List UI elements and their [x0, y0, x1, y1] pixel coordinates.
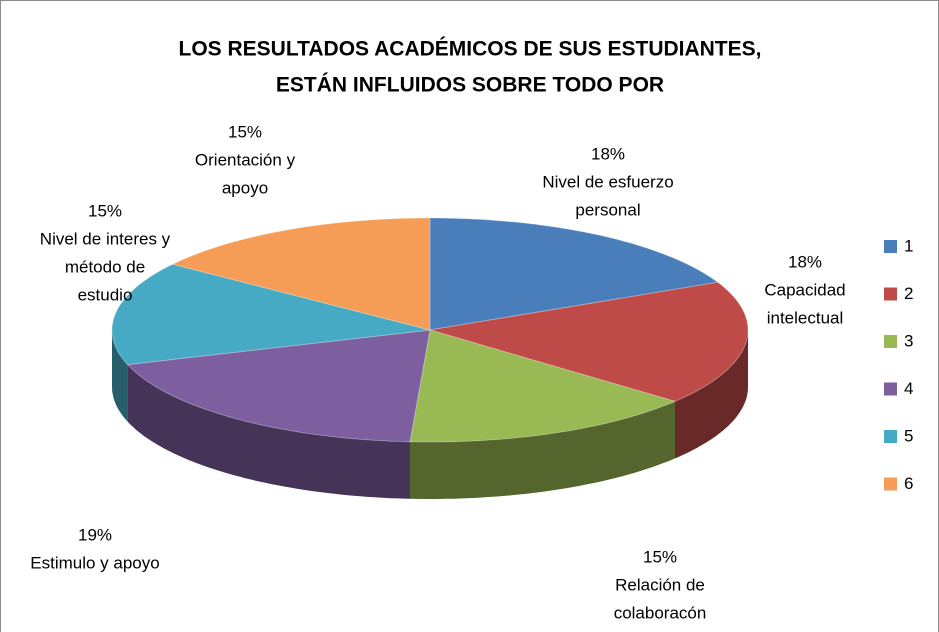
data-label-name: Nivel de esfuerzo — [542, 172, 673, 191]
slice — [429, 217, 719, 331]
slice-side — [112, 330, 128, 422]
data-label-value: 18% — [591, 144, 625, 163]
legend-label: 2 — [904, 284, 913, 303]
data-label-name: intelectual — [767, 308, 844, 327]
slice-side — [127, 364, 410, 499]
data-label-name: estudio — [78, 285, 133, 304]
data-label-value: 19% — [78, 525, 112, 544]
slice — [111, 263, 431, 366]
slice — [409, 329, 677, 443]
data-label-value: 15% — [228, 122, 262, 141]
data-label-name: Capacidad — [764, 280, 845, 299]
slice — [126, 329, 431, 443]
data-label-name: apoyo — [222, 178, 268, 197]
data-label-name: Estimulo y apoyo — [30, 553, 159, 572]
data-label-name: Orientación y — [195, 150, 296, 169]
chart-title: LOS RESULTADOS ACADÉMICOS DE SUS ESTUDIA… — [179, 38, 762, 61]
legend-swatch — [884, 240, 897, 253]
data-label-name: colaboracón — [614, 603, 707, 622]
slice — [429, 281, 749, 402]
legend-label: 4 — [904, 379, 913, 398]
data-label-value: 15% — [643, 547, 677, 566]
legend-label: 5 — [904, 426, 913, 445]
slice-side — [410, 401, 675, 499]
data-label-name: personal — [575, 200, 640, 219]
legend-swatch — [884, 335, 897, 348]
legend-swatch — [884, 382, 897, 396]
legend-swatch — [884, 430, 897, 443]
legend-label: 6 — [904, 474, 913, 493]
data-label-name: Relación de — [615, 575, 705, 594]
slice-side — [675, 330, 748, 459]
data-label-value: 18% — [788, 252, 822, 271]
legend-swatch — [884, 477, 897, 491]
data-label-name: método de — [65, 257, 145, 276]
slice — [171, 217, 431, 331]
data-label-name: Nivel de interes y — [40, 229, 171, 248]
chart-title: ESTÁN INFLUIDOS SOBRE TODO POR — [276, 74, 664, 97]
legend-swatch — [884, 287, 897, 301]
legend-label: 1 — [904, 236, 913, 255]
legend-label: 3 — [904, 331, 913, 350]
data-label-value: 15% — [88, 201, 122, 220]
